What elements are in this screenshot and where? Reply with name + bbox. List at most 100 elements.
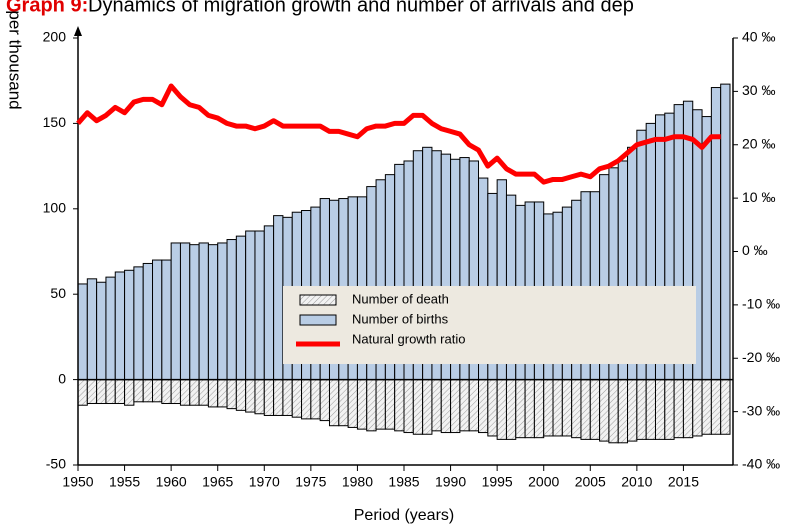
y2-tick-label: -30 ‰: [742, 402, 780, 418]
x-tick-label: 1985: [388, 474, 419, 490]
bar: [403, 379, 414, 434]
bar: [124, 269, 135, 381]
bar: [664, 379, 675, 440]
bar: [692, 379, 703, 437]
bar: [152, 259, 163, 381]
x-tick-label: 1955: [109, 474, 140, 490]
bar: [254, 230, 265, 381]
bar: [86, 379, 98, 405]
legend-label: Natural growth ratio: [352, 331, 465, 346]
x-tick-label: 1980: [342, 474, 373, 490]
bar: [77, 283, 88, 381]
bar: [645, 379, 656, 440]
y2-tick-label: 0 ‰: [742, 242, 768, 258]
legend-label: Number of births: [352, 311, 449, 326]
y-tick-label: 0: [58, 370, 66, 386]
bar: [217, 379, 228, 408]
bar: [96, 379, 107, 405]
x-tick-label: 1970: [249, 474, 280, 490]
x-tick-label: 2000: [528, 474, 559, 490]
bar: [291, 379, 303, 418]
bar: [412, 379, 424, 435]
bar: [170, 379, 181, 405]
bar: [319, 379, 330, 422]
x-tick-label: 1960: [156, 474, 187, 490]
bar: [282, 379, 293, 416]
bar: [515, 379, 526, 439]
bar: [636, 379, 647, 440]
bar: [142, 262, 154, 381]
bar: [170, 242, 181, 381]
bar: [384, 379, 396, 430]
legend: Number of death Number of births Natural g…: [283, 286, 696, 364]
y-tick-label: 200: [43, 29, 67, 45]
y2-tick-label: -20 ‰: [742, 349, 780, 365]
x-tick-label: 2010: [621, 474, 652, 490]
y2-tick-label: -40 ‰: [742, 456, 780, 472]
bar: [440, 379, 452, 434]
legend-swatch: [299, 314, 337, 326]
bar: [468, 379, 480, 432]
bar: [617, 379, 629, 444]
x-axis-label: Period (years): [354, 507, 454, 524]
bar: [226, 239, 237, 381]
bar: [673, 379, 684, 439]
bar: [254, 379, 265, 415]
bar: [720, 83, 731, 381]
bar: [142, 379, 154, 403]
bar: [124, 379, 135, 406]
x-tick-label: 2005: [575, 474, 606, 490]
bar: [189, 379, 200, 406]
bar: [86, 278, 98, 381]
legend-swatch: [299, 294, 337, 306]
bar: [198, 242, 209, 381]
bar: [720, 379, 731, 435]
y2-tick-label: -10 ‰: [742, 296, 780, 312]
bar: [543, 379, 554, 437]
x-tick-label: 1950: [62, 474, 93, 490]
bar: [114, 379, 126, 405]
bar: [105, 379, 116, 405]
bar: [627, 379, 638, 442]
bar: [431, 379, 442, 432]
bar: [310, 379, 321, 420]
bar: [580, 379, 591, 440]
bar: [599, 379, 610, 442]
bar: [263, 379, 275, 416]
x-tick-label: 2015: [668, 474, 699, 490]
y-axis-arrow: [74, 26, 82, 36]
bar: [105, 276, 116, 381]
bar: [161, 259, 172, 381]
y2-tick-label: 40 ‰: [742, 29, 775, 45]
bar: [496, 379, 507, 440]
bar: [96, 281, 107, 381]
bar: [235, 235, 247, 381]
bar: [217, 242, 228, 381]
bar: [301, 379, 312, 420]
bar: [263, 225, 275, 381]
bar: [152, 379, 163, 403]
bar: [226, 379, 237, 410]
bar: [133, 379, 144, 403]
bar: [654, 379, 666, 440]
bar: [77, 379, 88, 406]
bar: [338, 379, 349, 427]
y2-tick-label: 30 ‰: [742, 82, 775, 98]
bar: [273, 215, 284, 381]
bar: [533, 379, 545, 439]
bar: [682, 379, 694, 439]
bar: [710, 87, 722, 381]
bar: [189, 244, 200, 381]
bar: [589, 379, 601, 440]
y-axis-label: per thousand: [6, 10, 25, 109]
chart-title-label: Graph 9:: [6, 0, 88, 16]
y2-tick-label: 20 ‰: [742, 135, 775, 151]
x-tick-label: 1965: [202, 474, 233, 490]
legend-label: Number of death: [352, 291, 449, 306]
y-tick-label: 50: [50, 285, 66, 301]
bar: [478, 379, 489, 434]
bar: [524, 379, 535, 439]
bar: [235, 379, 247, 411]
bar: [245, 379, 256, 413]
